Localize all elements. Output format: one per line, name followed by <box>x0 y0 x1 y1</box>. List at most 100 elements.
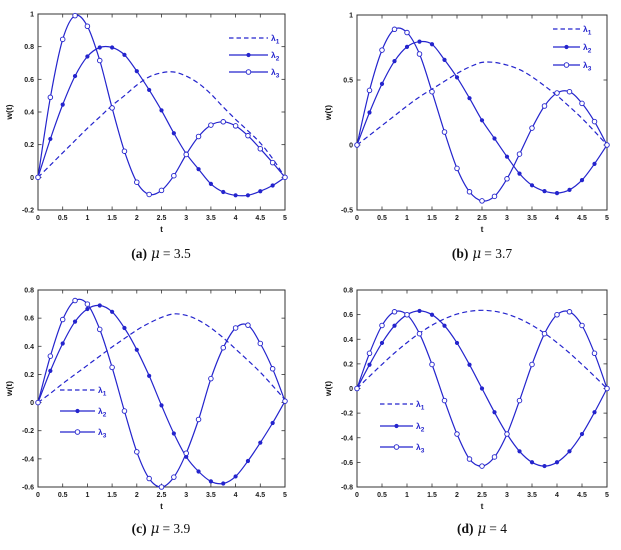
y-tick-label: 0.6 <box>24 316 34 323</box>
x-tick-label: 5 <box>283 492 287 499</box>
x-tick-label: 5 <box>605 492 609 499</box>
x-tick-label: 3 <box>505 492 509 499</box>
legend-marker-open <box>74 429 81 435</box>
legend-label-lambda-1: λ1 <box>98 385 107 398</box>
legend-label-lambda-1: λ1 <box>416 399 425 412</box>
x-tick-label: 4 <box>234 215 238 222</box>
legend-label-lambda-2: λ2 <box>583 42 592 55</box>
y-tick-label: -0.2 <box>22 208 34 215</box>
panel-b: 0 0.5 1 1.5 2 2.5 3 3.5 4 4.5 5-0.500.51tw(t)λ1λ2λ… <box>323 13 610 234</box>
legend-marker-filled <box>564 44 569 50</box>
y-axis-label: w(t) <box>323 105 333 121</box>
x-tick-label: 1 <box>405 492 409 499</box>
y-tick-label: 0 <box>349 143 353 150</box>
caption-letter: (b) <box>451 246 469 261</box>
caption-letter: (c) <box>131 521 147 536</box>
caption-value: = 4 <box>489 521 508 536</box>
legend-label-lambda-1: λ1 <box>271 33 280 46</box>
x-tick-label: 3.5 <box>527 215 537 222</box>
x-tick-label: 1 <box>85 492 89 499</box>
y-tick-label: 0.4 <box>24 344 34 351</box>
legend-label-lambda-3: λ3 <box>98 427 107 440</box>
caption-mu-symbol: μ <box>472 246 482 262</box>
x-tick-label: 0 <box>36 492 40 499</box>
legend-label-lambda-2: λ2 <box>271 50 280 63</box>
x-tick-label: 0.5 <box>58 215 68 222</box>
x-tick-label: 0 <box>355 215 359 222</box>
x-axis-label: t <box>160 224 163 234</box>
x-tick-label: 4.5 <box>255 215 265 222</box>
legend: λ1 λ2 λ3 <box>60 385 107 440</box>
curve-lambda-1 <box>356 61 608 146</box>
x-tick-label: 3 <box>184 215 188 222</box>
y-tick-label: 0.8 <box>24 288 34 295</box>
x-tick-label: 2 <box>455 492 459 499</box>
y-axis-label: w(t) <box>4 104 14 120</box>
y-tick-label: -0.2 <box>22 428 34 435</box>
caption-value: = 3.9 <box>162 521 191 536</box>
x-tick-label: 2.5 <box>477 215 487 222</box>
tick-marks <box>37 289 286 488</box>
y-tick-label: 0.4 <box>343 337 353 344</box>
tick-marks <box>356 289 608 488</box>
y-axis-label: w(t) <box>323 381 333 397</box>
tick-labels: 0 0.5 1 1.5 2 2.5 3 3.5 4 4.5 5-0.200.20.40.60.81 <box>22 12 287 223</box>
legend-label-lambda-2: λ2 <box>98 406 107 419</box>
curve-lambda-1 <box>356 309 608 389</box>
y-tick-label: 1 <box>349 13 353 20</box>
markers-lambda-3 <box>354 309 610 469</box>
x-tick-label: 2.5 <box>157 492 167 499</box>
x-tick-label: 3.5 <box>527 492 537 499</box>
curve-lambda-2 <box>37 304 286 485</box>
caption-value: = 3.7 <box>484 246 513 261</box>
y-tick-label: -0.8 <box>341 485 353 492</box>
x-tick-label: 4.5 <box>577 492 587 499</box>
y-tick-label: 0.4 <box>24 110 34 117</box>
x-tick-label: 1.5 <box>107 215 117 222</box>
legend: λ1 λ2 λ3 <box>380 399 425 455</box>
legend-marker-open <box>393 444 400 450</box>
y-tick-label: 0 <box>30 175 34 182</box>
y-tick-label: -0.4 <box>22 456 34 463</box>
x-tick-label: 1 <box>85 215 89 222</box>
axes-box <box>37 289 286 488</box>
x-tick-label: 4.5 <box>255 492 265 499</box>
tick-marks <box>37 13 286 211</box>
x-tick-label: 2 <box>135 215 139 222</box>
tick-labels: 0 0.5 1 1.5 2 2.5 3 3.5 4 4.5 5 -0.6 -0.4 -0.2 0 0.2 0.4… <box>22 288 287 500</box>
panel-c: 0 0.5 1 1.5 2 2.5 3 3.5 4 4.5 5 -0.6 -0.4 -0.2 0 0.2 0.4… <box>4 288 288 511</box>
tick-labels: 0 0.5 1 1.5 2 2.5 3 3.5 4 4.5 5 -0.8 -0.6 -0.4 -0.2 0 0.… <box>341 288 609 500</box>
x-tick-label: 3 <box>505 215 509 222</box>
x-tick-label: 1 <box>405 215 409 222</box>
caption-mu-symbol: μ <box>477 521 487 537</box>
y-tick-label: 0.2 <box>24 142 34 149</box>
markers-lambda-3 <box>354 26 610 204</box>
legend-marker-filled <box>246 52 251 58</box>
x-tick-label: 2 <box>135 492 139 499</box>
y-tick-label: -0.4 <box>341 435 353 442</box>
legend-label-lambda-3: λ3 <box>416 442 425 455</box>
x-tick-label: 3.5 <box>206 492 216 499</box>
markers-lambda-2 <box>354 308 610 469</box>
panel-d: 0 0.5 1 1.5 2 2.5 3 3.5 4 4.5 5 -0.8 -0.6 -0.4 -0.2 0 0.… <box>323 288 610 511</box>
caption-mu-symbol: μ <box>151 246 160 262</box>
curve-lambda-2 <box>37 45 286 197</box>
legend: λ1 λ2 λ3 <box>553 24 592 72</box>
x-tick-label: 1.5 <box>427 492 437 499</box>
curve-lambda-2 <box>356 40 608 194</box>
y-tick-label: 0.8 <box>343 288 353 295</box>
x-tick-label: 1.5 <box>107 492 117 499</box>
y-tick-label: 0 <box>349 386 353 393</box>
x-tick-label: 2 <box>455 215 459 222</box>
y-tick-label: 0 <box>30 400 34 407</box>
y-tick-label: 0.2 <box>24 372 34 379</box>
x-tick-label: 0 <box>36 215 40 222</box>
legend-label-lambda-3: λ3 <box>271 67 280 80</box>
subplot-caption-d: (d) μ = 4 <box>457 521 507 537</box>
y-tick-label: -0.6 <box>22 485 34 492</box>
y-tick-label: -0.6 <box>341 460 353 467</box>
y-tick-label: 0.6 <box>24 77 34 84</box>
legend-label-lambda-1: λ1 <box>583 24 592 37</box>
